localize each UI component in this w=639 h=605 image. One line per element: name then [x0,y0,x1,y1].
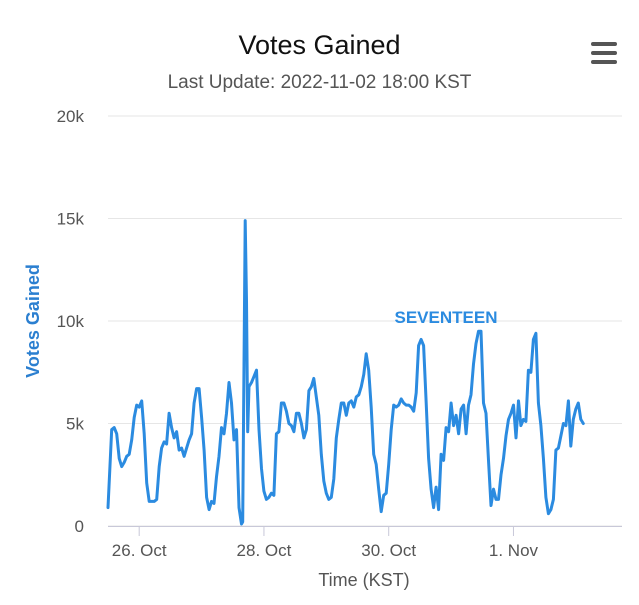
y-tick-label: 5k [66,415,84,434]
chart-title: Votes Gained [238,30,401,60]
x-tick-label: 30. Oct [361,541,416,560]
y-tick-label: 15k [57,210,85,229]
y-axis-title: Votes Gained [23,264,43,378]
y-tick-label: 0 [75,517,84,536]
y-tick-label: 10k [57,312,85,331]
x-axis-title: Time (KST) [318,570,409,590]
chart-subtitle: Last Update: 2022-11-02 18:00 KST [167,72,472,93]
series-label: SEVENTEEN [395,308,498,327]
x-tick-label: 28. Oct [237,541,292,560]
x-tick-label: 26. Oct [112,541,167,560]
hamburger-menu-icon[interactable] [588,40,620,66]
y-tick-label: 20k [57,107,85,126]
series-line-seventeen [106,219,585,526]
x-tick-label: 1. Nov [489,541,539,560]
